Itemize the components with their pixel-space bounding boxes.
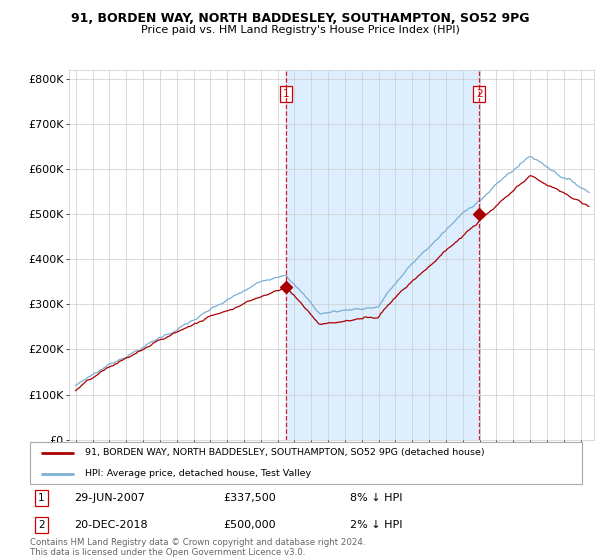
Text: 29-JUN-2007: 29-JUN-2007 [74,493,145,503]
Text: 91, BORDEN WAY, NORTH BADDESLEY, SOUTHAMPTON, SO52 9PG: 91, BORDEN WAY, NORTH BADDESLEY, SOUTHAM… [71,12,529,25]
Text: 2: 2 [38,520,45,530]
Bar [286,70,479,440]
FancyBboxPatch shape [30,442,582,484]
Text: Contains HM Land Registry data © Crown copyright and database right 2024.
This d: Contains HM Land Registry data © Crown c… [30,538,365,557]
Text: 2: 2 [476,89,482,99]
Text: 91, BORDEN WAY, NORTH BADDESLEY, SOUTHAMPTON, SO52 9PG (detached house): 91, BORDEN WAY, NORTH BADDESLEY, SOUTHAM… [85,449,485,458]
Text: Price paid vs. HM Land Registry's House Price Index (HPI): Price paid vs. HM Land Registry's House … [140,25,460,35]
Text: 8% ↓ HPI: 8% ↓ HPI [350,493,403,503]
Text: 1: 1 [38,493,45,503]
Text: £500,000: £500,000 [223,520,276,530]
Text: 20-DEC-2018: 20-DEC-2018 [74,520,148,530]
Text: HPI: Average price, detached house, Test Valley: HPI: Average price, detached house, Test… [85,469,311,478]
Text: 1: 1 [283,89,289,99]
Text: £337,500: £337,500 [223,493,276,503]
Text: 2% ↓ HPI: 2% ↓ HPI [350,520,403,530]
